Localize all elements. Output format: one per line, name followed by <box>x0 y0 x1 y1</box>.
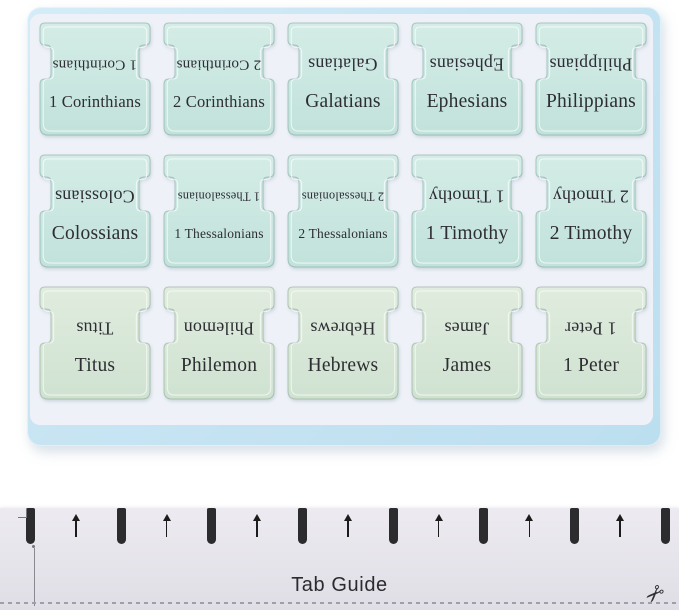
ruler-bar <box>26 508 35 544</box>
tab-shape <box>535 286 647 400</box>
bible-tab: 1 Thessalonians 1 Thessalonians <box>162 154 276 269</box>
up-arrow-icon <box>525 508 534 544</box>
tab-shape <box>287 286 399 400</box>
tab-label-flipped: Philemon <box>183 318 255 339</box>
ruler-ticks <box>26 508 670 554</box>
tab-shape <box>39 154 151 268</box>
bible-tab: 1 Peter 1 Peter <box>534 286 648 401</box>
tab-label-flipped: 1 Peter <box>565 318 617 339</box>
tab-label-flipped: Ephesians <box>429 54 505 75</box>
ruler-bar <box>207 508 217 544</box>
tab-label: 2 Thessalonians <box>298 225 388 241</box>
leader-line-tab <box>34 548 35 606</box>
tab-sticker-sheet: 1 Corinthians 1 Corinthians 2 Corinthian… <box>27 7 661 446</box>
tab-label-flipped: 2 Corinthians <box>176 55 262 73</box>
up-arrow-icon <box>71 508 80 544</box>
up-arrow-icon <box>615 508 624 544</box>
ruler-bar <box>388 508 398 544</box>
bible-tab: 1 Timothy 1 Timothy <box>410 154 524 269</box>
tab-shape <box>163 154 275 268</box>
leader-line-page <box>18 509 27 518</box>
tab-grid: 1 Corinthians 1 Corinthians 2 Corinthian… <box>30 14 653 425</box>
tab-label: Ephesians <box>426 90 508 112</box>
tab-label: 1 Peter <box>562 354 620 376</box>
bible-tab: 2 Corinthians 2 Corinthians <box>162 22 276 137</box>
tab-shape <box>39 22 151 136</box>
tab-shape <box>287 22 399 136</box>
tab-label: 1 Corinthians <box>49 91 141 111</box>
bible-tab: Hebrews Hebrews <box>286 286 400 401</box>
tab-label: 1 Timothy <box>425 222 509 244</box>
tab-label-flipped: 2 Timothy <box>552 186 630 207</box>
perforation-line <box>0 602 679 604</box>
ruler-bar <box>116 508 126 544</box>
tab-label: 2 Timothy <box>549 222 633 244</box>
bible-tab: 2 Timothy 2 Timothy <box>534 154 648 269</box>
tab-shape <box>535 22 647 136</box>
tab-shape <box>287 154 399 268</box>
tab-shape <box>411 22 523 136</box>
tab-label-flipped: 2 Thessalonians <box>301 189 385 204</box>
tab-shape <box>163 286 275 400</box>
tab-label: James <box>442 354 492 376</box>
tab-label: Philippians <box>546 90 636 112</box>
bible-tab: Ephesians Ephesians <box>410 22 524 137</box>
bible-tab: 2 Thessalonians 2 Thessalonians <box>286 154 400 269</box>
bible-tab: Philemon Philemon <box>162 286 276 401</box>
tab-label-flipped: Hebrews <box>310 318 376 339</box>
tab-label: Philemon <box>180 354 258 376</box>
tab-label-flipped: Colossians <box>55 186 135 207</box>
up-arrow-icon <box>434 508 443 544</box>
ruler-bar <box>479 508 489 544</box>
bible-tab: 1 Corinthians 1 Corinthians <box>38 22 152 137</box>
up-arrow-icon <box>253 508 262 544</box>
bible-tab: Colossians Colossians <box>38 154 152 269</box>
up-arrow-icon <box>343 508 352 544</box>
leader-dot <box>32 545 35 548</box>
sheet-backing: 1 Corinthians 1 Corinthians 2 Corinthian… <box>30 14 653 425</box>
tab-shape <box>411 154 523 268</box>
tab-label: 1 Thessalonians <box>174 225 264 241</box>
bible-tab: Titus Titus <box>38 286 152 401</box>
tab-shape <box>535 154 647 268</box>
ruler-title: Tab Guide <box>291 574 388 596</box>
ruler-bar <box>660 508 670 544</box>
tab-shape <box>39 286 151 400</box>
tab-guide-ruler: Line Up the Top of the Bible Page Here L… <box>0 508 679 610</box>
tab-label-flipped: Philippians <box>549 54 633 75</box>
tab-label-flipped: Titus <box>76 318 114 339</box>
tab-label: Colossians <box>51 222 139 244</box>
tab-label-flipped: 1 Corinthians <box>52 55 138 73</box>
ruler-bar <box>298 508 308 544</box>
tab-label: 2 Corinthians <box>173 91 265 111</box>
bible-tab: Philippians Philippians <box>534 22 648 137</box>
ruler-bar <box>570 508 580 544</box>
tab-label-flipped: Galatians <box>308 54 378 75</box>
tab-label-flipped: James <box>444 318 490 339</box>
up-arrow-icon <box>162 508 171 544</box>
tab-label-flipped: 1 Timothy <box>428 186 506 207</box>
tab-label: Hebrews <box>307 354 379 376</box>
tab-shape <box>163 22 275 136</box>
tab-shape <box>411 286 523 400</box>
tab-label-flipped: 1 Thessalonians <box>177 189 261 204</box>
bible-tab: Galatians Galatians <box>286 22 400 137</box>
tab-label: Titus <box>74 354 116 376</box>
bible-tab: James James <box>410 286 524 401</box>
tab-label: Galatians <box>305 90 381 112</box>
